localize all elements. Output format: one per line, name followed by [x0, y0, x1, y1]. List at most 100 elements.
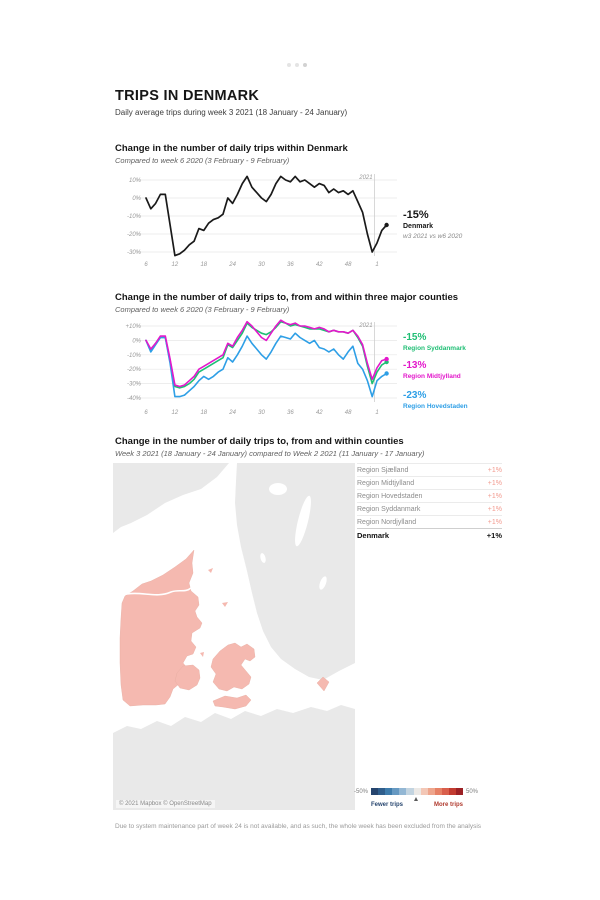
chart1-annotation: -15% Denmark w3 2021 vs w6 2020 [403, 209, 503, 241]
germany-landmass [113, 705, 355, 810]
region-name: Region Midtjylland [357, 479, 415, 487]
toolbar-dot-icon [287, 63, 291, 67]
legend-color-step [434, 788, 442, 795]
midtjylland-label: Region Midtjylland [403, 373, 461, 380]
y-tick-label: -40% [127, 396, 142, 402]
y-tick-label: -30% [127, 382, 142, 388]
series-end-dot[interactable] [384, 371, 389, 376]
region-change-value: +1% [487, 479, 502, 487]
region-lolland-falster[interactable] [212, 694, 252, 710]
chart1-annotation-label: Denmark [403, 223, 433, 230]
lake [319, 576, 327, 590]
legend-min-label: -50% [353, 789, 368, 795]
toolbar-dot-icon [303, 63, 307, 67]
hovedstaden-label: Region Hovedstaden [403, 403, 468, 410]
limfjord [121, 587, 192, 596]
x-tick-label: 18 [200, 410, 207, 416]
annotation-hovedstaden: -23% Region Hovedstaden [403, 390, 503, 412]
y-tick-label: -10% [127, 214, 142, 220]
x-tick-label: 24 [228, 410, 236, 416]
lake-vanern [269, 483, 287, 495]
footnote: Due to system maintenance part of week 2… [115, 823, 482, 830]
map-attribution[interactable]: © 2021 Mapbox © OpenStreetMap [116, 800, 215, 808]
page-title: TRIPS IN DENMARK [115, 88, 260, 104]
table-row[interactable]: Region Midtjylland +1% [357, 476, 502, 489]
legend-color-scale [371, 788, 464, 795]
chart1-title: Change in the number of daily trips with… [115, 143, 348, 154]
legend-color-step [399, 788, 407, 795]
legend-color-step [406, 788, 414, 795]
y-tick-label: 0% [132, 196, 141, 202]
series-line-region-midtjylland[interactable] [145, 319, 388, 388]
chart1-annotation-note: w3 2021 vs w6 2020 [403, 233, 463, 240]
chart1-annotation-value: -15% [403, 209, 429, 221]
island-samso [200, 652, 204, 657]
legend-max-label: 50% [466, 789, 479, 795]
x-tick-label: 36 [287, 410, 294, 416]
midtjylland-value: -13% [403, 360, 427, 371]
year-marker-label: 2021 [358, 323, 372, 329]
x-tick-label: 1 [375, 262, 378, 268]
legend-more-trips-label: More trips [434, 802, 464, 808]
region-bornholm[interactable] [316, 676, 330, 692]
total-value: +1% [486, 531, 502, 540]
lake [260, 553, 266, 563]
map-section-title: Change in the number of daily trips to, … [115, 436, 404, 447]
region-change-value: +1% [487, 466, 502, 474]
region-change-value: +1% [487, 492, 502, 500]
denmark-weekly-trips-line-chart[interactable]: 10% 0% -10% -20% -30%6 12 18 24 30 36 42 48 1 2021 [113, 170, 405, 272]
chart2-title: Change in the number of daily trips to, … [115, 292, 459, 303]
region-change-table: Region Sjælland +1% Region Midtjylland +… [357, 463, 502, 542]
x-tick-label: 6 [144, 410, 148, 416]
denmark-choropleth-map[interactable] [113, 463, 355, 810]
y-tick-label: +10% [125, 324, 141, 330]
table-row[interactable]: Region Sjælland +1% [357, 463, 502, 476]
legend-color-step [449, 788, 457, 795]
series-end-dot[interactable] [384, 356, 389, 362]
legend-color-step [420, 788, 428, 795]
x-tick-label: 30 [258, 262, 265, 268]
total-label: Denmark [357, 531, 390, 540]
x-tick-label: 1 [375, 410, 378, 416]
series-line-region-hovedstaden[interactable] [145, 332, 388, 398]
region-name: Region Syddanmark [357, 505, 421, 513]
x-tick-label: 12 [172, 262, 179, 268]
y-tick-label: -20% [127, 232, 142, 238]
year-marker-label: 2021 [358, 175, 372, 181]
table-total-row[interactable]: Denmark +1% [357, 528, 502, 542]
legend-color-step [441, 788, 450, 795]
series-line-denmark[interactable] [145, 175, 388, 257]
table-row[interactable]: Region Hovedstaden +1% [357, 489, 502, 502]
legend-color-step [427, 788, 435, 795]
annotation-syddanmark: -15% Region Syddanmark [403, 332, 503, 354]
table-row[interactable]: Region Nordjylland +1% [357, 515, 502, 528]
x-tick-label: 48 [345, 410, 352, 416]
toolbar-dot-icon [295, 63, 299, 67]
syddanmark-label: Region Syddanmark [403, 345, 466, 352]
region-zealand[interactable] [210, 642, 256, 692]
region-name: Region Sjælland [357, 466, 409, 474]
y-tick-label: -10% [127, 353, 142, 359]
legend-color-step [371, 788, 379, 795]
x-tick-label: 6 [144, 262, 148, 268]
region-change-value: +1% [487, 505, 502, 513]
hovedstaden-value: -23% [403, 390, 427, 401]
table-row[interactable]: Region Syddanmark +1% [357, 502, 502, 515]
x-tick-label: 48 [345, 262, 352, 268]
legend-color-step [385, 788, 393, 795]
chart1-subtitle: Compared to week 6 2020 (3 February - 9 … [115, 156, 290, 165]
x-tick-label: 12 [172, 410, 179, 416]
sweden-landmass [235, 463, 355, 680]
region-funen[interactable] [174, 664, 201, 691]
syddanmark-value: -15% [403, 332, 427, 343]
region-name: Region Hovedstaden [357, 492, 423, 500]
island-anholt [208, 568, 213, 573]
legend-color-step [378, 788, 386, 795]
x-tick-label: 30 [258, 410, 265, 416]
counties-weekly-trips-line-chart[interactable]: +10% 0% -10% -20% -30% -40% 6 12 18 24 30 36 42 48 1 20… [113, 318, 405, 420]
series-end-dot[interactable] [384, 222, 389, 228]
region-change-value: +1% [487, 518, 502, 526]
lake-vattern [295, 495, 311, 547]
legend-fewer-trips-label: Fewer trips [371, 802, 404, 808]
